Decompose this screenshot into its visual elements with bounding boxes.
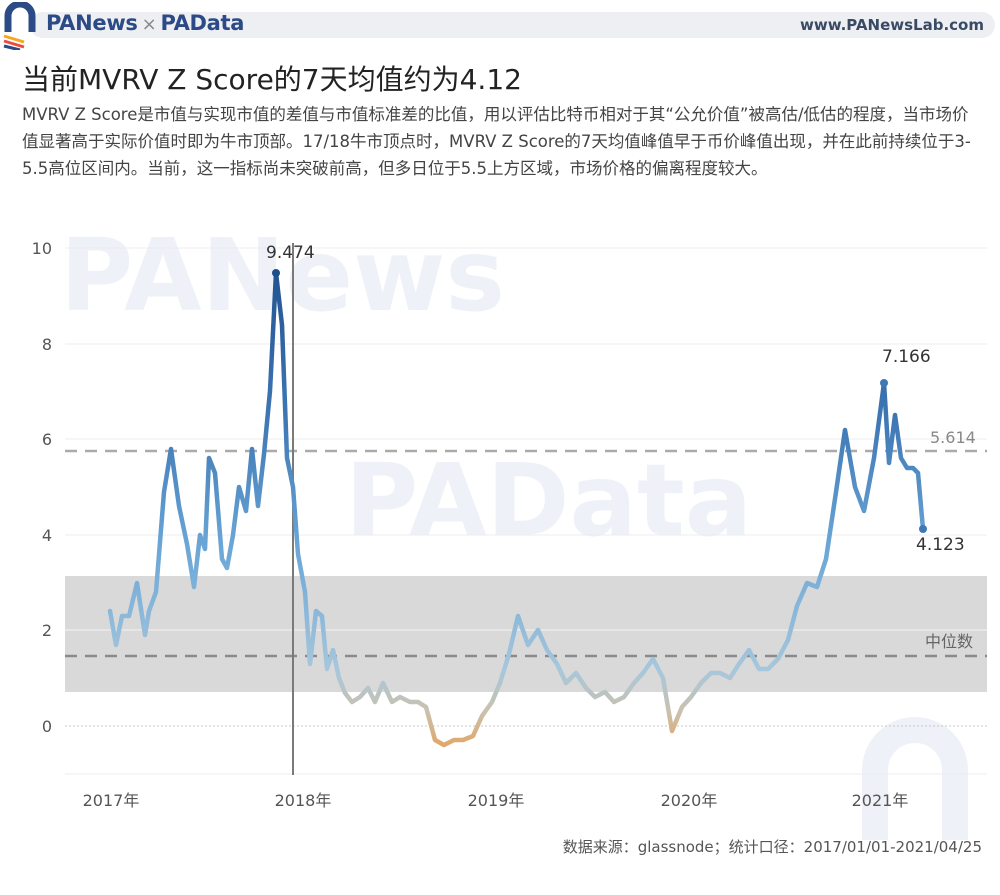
description: MVRV Z Score是市值与实现市值的差值与市值标准差的比值，用以评估比特币…: [22, 105, 971, 178]
x-tick-2018: 2018年: [275, 791, 332, 810]
peak-point-2021: [880, 379, 888, 387]
x-tick-2021: 2021年: [852, 791, 909, 810]
ref-label-median: 中位数: [925, 632, 973, 651]
y-tick-10: 10: [32, 239, 52, 258]
site-url[interactable]: www.PANewsLab.com: [800, 16, 984, 34]
brand-padata: PAData: [160, 11, 245, 35]
brand-separator: ×: [141, 14, 157, 35]
y-tick-6: 6: [42, 430, 52, 449]
watermark-padata: PAData: [345, 442, 752, 559]
y-tick-4: 4: [42, 526, 52, 545]
last-point: [919, 525, 927, 533]
mvrv-chart: PANews PAData 10 8 6 4 2 0 2017年 2018年 2…: [32, 220, 987, 840]
peak-point-2017: [272, 269, 280, 277]
brand-panews: PANews: [46, 11, 138, 35]
gridlines: [65, 247, 987, 775]
panews-logo-icon: [3, 2, 36, 50]
annotation-peak-2017: 9.474: [266, 243, 315, 263]
data-source-note: 数据来源：glassnode；统计口径：2017/01/01-2021/04/2…: [562, 838, 982, 856]
header-bar: [30, 12, 995, 38]
mvrv-line: [107, 270, 926, 748]
annotation-peak-2021: 7.166: [882, 347, 931, 367]
x-tick-2019: 2019年: [468, 791, 525, 810]
ref-label-5614: 5.614: [930, 428, 976, 447]
y-tick-0: 0: [42, 717, 52, 736]
brand-logo-text: PANews × PAData: [46, 11, 244, 35]
annotation-latest: 4.123: [916, 535, 965, 555]
x-tick-2017: 2017年: [83, 791, 140, 810]
watermark-logo-icon: [862, 717, 968, 840]
x-axis: 2017年 2018年 2019年 2020年 2021年: [83, 791, 909, 810]
y-tick-2: 2: [42, 621, 52, 640]
page-title: 当前MVRV Z Score的7天均值约为4.12: [22, 63, 522, 96]
annotations: 9.474 7.166 4.123: [266, 243, 965, 555]
x-tick-2020: 2020年: [661, 791, 718, 810]
y-axis: 10 8 6 4 2 0: [32, 239, 52, 736]
y-tick-8: 8: [42, 335, 52, 354]
